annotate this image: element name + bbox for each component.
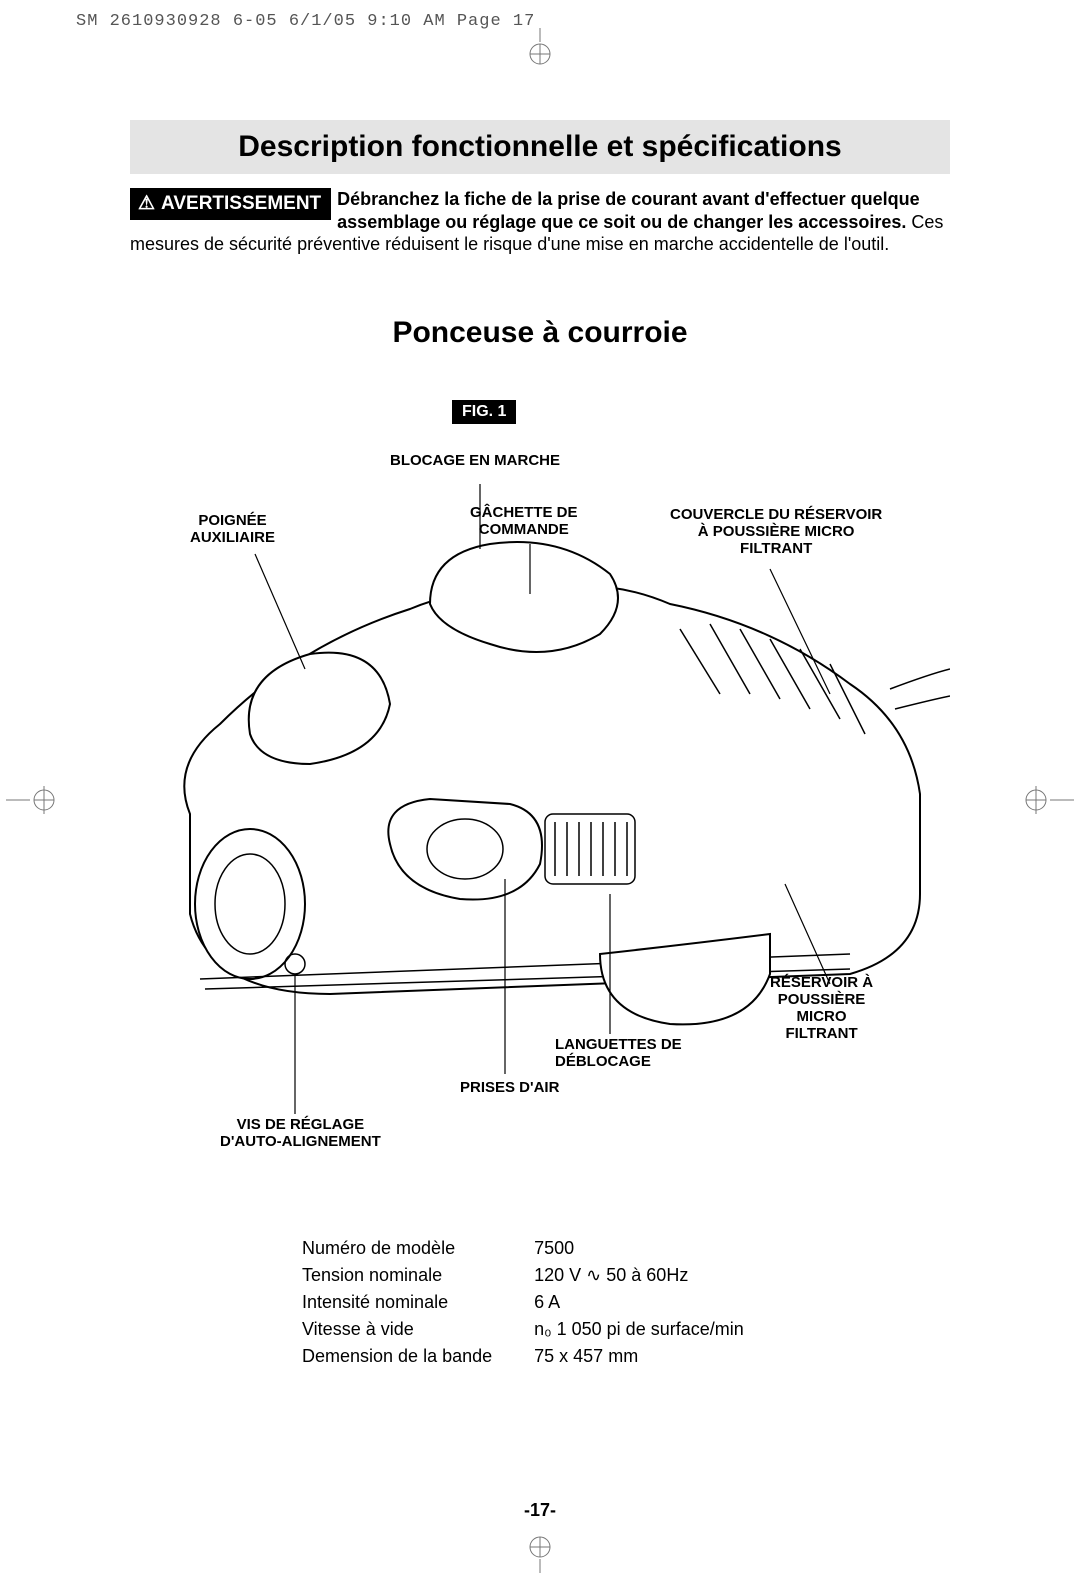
table-row: Vitesse à viden₀ 1 050 pi de surface/min xyxy=(302,1317,784,1342)
spec-label: Intensité nominale xyxy=(302,1290,532,1315)
callout-reservoir-l3: MICRO xyxy=(797,1008,847,1025)
callout-reservoir-l2: POUSSIÈRE xyxy=(778,991,866,1008)
spec-value: 6 A xyxy=(534,1290,784,1315)
page-content: Description fonctionnelle et spécificati… xyxy=(130,120,950,1371)
callout-gachette: GÂCHETTE DE COMMANDE xyxy=(470,504,578,539)
callout-blocage: BLOCAGE EN MARCHE xyxy=(390,452,560,469)
callout-languettes-l1: LANGUETTES DE xyxy=(555,1036,682,1053)
callout-couvercle-l2: À POUSSIÈRE MICRO xyxy=(698,523,855,540)
page-number: -17- xyxy=(0,1500,1080,1521)
warning-bold: Débranchez la fiche de la prise de coura… xyxy=(337,189,919,232)
spec-value: 120 V ∿ 50 à 60Hz xyxy=(534,1263,784,1288)
callout-vis-l2: D'AUTO-ALIGNEMENT xyxy=(220,1133,381,1150)
callout-languettes: LANGUETTES DE DÉBLOCAGE xyxy=(555,1036,682,1071)
spec-value: n₀ 1 050 pi de surface/min xyxy=(534,1317,784,1342)
spec-label: Demension de la bande xyxy=(302,1344,532,1369)
warning-block: ⚠ AVERTISSEMENT Débranchez la fiche de la… xyxy=(130,188,950,256)
spec-value: 7500 xyxy=(534,1236,784,1261)
callout-poignee: POIGNÉE AUXILIAIRE xyxy=(190,512,275,547)
section-title: Description fonctionnelle et spécificati… xyxy=(130,120,950,174)
callout-gachette-l2: COMMANDE xyxy=(479,521,569,538)
figure-badge: FIG. 1 xyxy=(452,400,516,424)
spec-value: 75 x 457 mm xyxy=(534,1344,784,1369)
diagram: BLOCAGE EN MARCHE GÂCHETTE DE COMMANDE P… xyxy=(130,434,950,1194)
callout-couvercle-l3: FILTRANT xyxy=(740,540,812,557)
warning-badge: ⚠ AVERTISSEMENT xyxy=(130,188,331,220)
table-row: Intensité nominale6 A xyxy=(302,1290,784,1315)
spec-label: Tension nominale xyxy=(302,1263,532,1288)
product-subtitle: Ponceuse à courroie xyxy=(130,316,950,350)
table-row: Numéro de modèle7500 xyxy=(302,1236,784,1261)
crop-mark-left xyxy=(6,780,66,820)
print-header: SM 2610930928 6-05 6/1/05 9:10 AM Page 1… xyxy=(76,12,535,31)
table-row: Demension de la bande75 x 457 mm xyxy=(302,1344,784,1369)
callout-reservoir: RÉSERVOIR À POUSSIÈRE MICRO FILTRANT xyxy=(770,974,873,1043)
warning-badge-text: AVERTISSEMENT xyxy=(161,193,321,214)
callout-reservoir-l4: FILTRANT xyxy=(785,1025,857,1042)
crop-mark-bottom xyxy=(520,1533,560,1573)
spec-label: Numéro de modèle xyxy=(302,1236,532,1261)
callout-vis-l1: VIS DE RÉGLAGE xyxy=(237,1116,365,1133)
table-row: Tension nominale120 V ∿ 50 à 60Hz xyxy=(302,1263,784,1288)
spec-table: Numéro de modèle7500 Tension nominale120… xyxy=(300,1234,786,1372)
callout-couvercle-l1: COUVERCLE DU RÉSERVOIR xyxy=(670,506,882,523)
callout-poignee-l1: POIGNÉE xyxy=(198,512,266,529)
callout-reservoir-l1: RÉSERVOIR À xyxy=(770,974,873,991)
spec-label: Vitesse à vide xyxy=(302,1317,532,1342)
callout-gachette-l1: GÂCHETTE DE xyxy=(470,504,578,521)
crop-mark-right xyxy=(1014,780,1074,820)
callout-prises: PRISES D'AIR xyxy=(460,1079,559,1096)
callout-couvercle: COUVERCLE DU RÉSERVOIR À POUSSIÈRE MICRO… xyxy=(670,506,882,558)
warning-icon: ⚠ xyxy=(138,193,155,214)
callout-vis: VIS DE RÉGLAGE D'AUTO-ALIGNEMENT xyxy=(220,1116,381,1151)
callout-languettes-l2: DÉBLOCAGE xyxy=(555,1053,651,1070)
callout-poignee-l2: AUXILIAIRE xyxy=(190,529,275,546)
crop-mark-top xyxy=(520,28,560,68)
